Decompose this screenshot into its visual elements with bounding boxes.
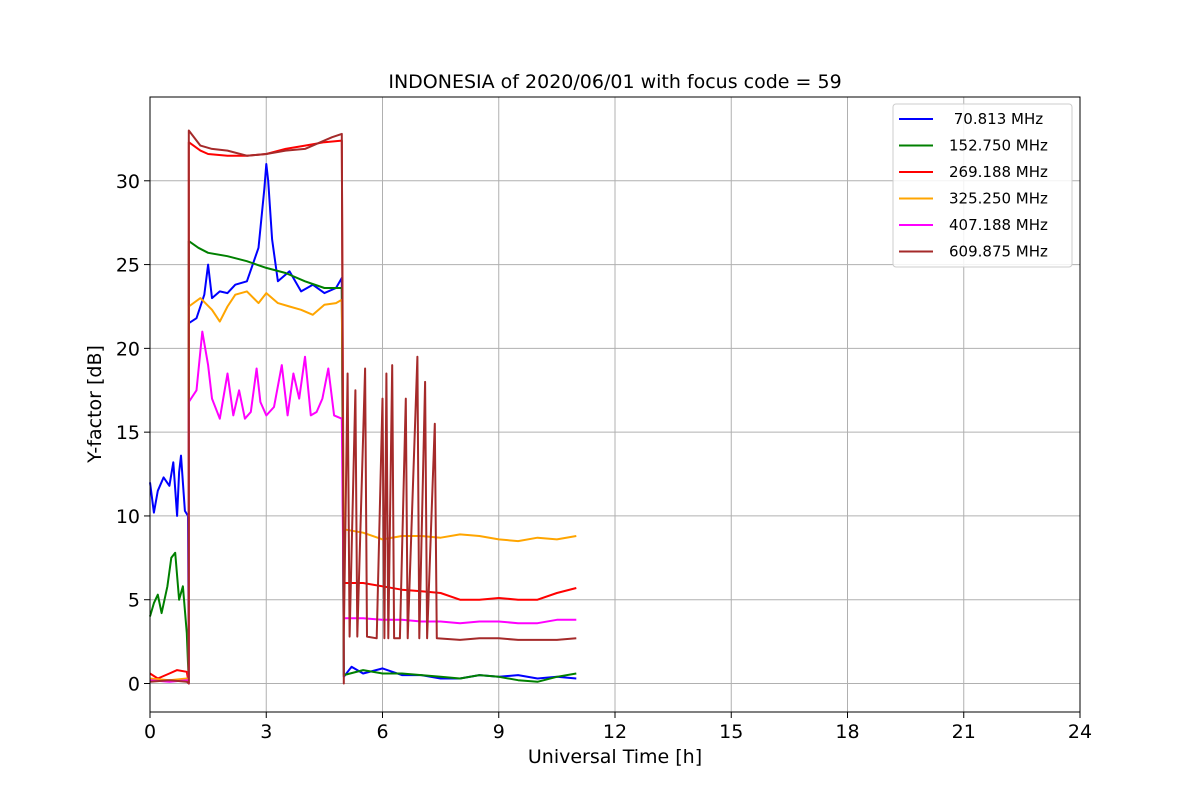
y-tick-label: 30 (116, 171, 140, 193)
y-tick-label: 15 (116, 422, 140, 444)
x-tick-label: 0 (144, 721, 156, 743)
y-axis: 0 5 10 15 20 25 30 (116, 171, 150, 696)
legend-label: 609.875 MHz (949, 243, 1048, 261)
x-axis: 0 3 6 9 12 15 18 21 24 (144, 712, 1092, 743)
y-tick-label: 10 (116, 506, 140, 528)
y-tick-label: 20 (116, 338, 140, 360)
legend: 70.813 MHz 152.750 MHz 269.188 MHz 325.250 … (892, 103, 1073, 268)
y-tick-label: 5 (128, 590, 140, 612)
y-tick-label: 0 (128, 674, 140, 696)
legend-label: 269.188 MHz (949, 163, 1048, 181)
x-tick-label: 12 (603, 721, 627, 743)
legend-label: 152.750 MHz (949, 137, 1048, 155)
series-line-4 (149, 330, 577, 685)
legend-label: 325.250 MHz (949, 190, 1048, 208)
x-tick-label: 18 (835, 721, 859, 743)
y-axis-label: Y-factor [dB] (84, 345, 106, 464)
series-layer (149, 129, 577, 685)
legend-box (892, 103, 1073, 268)
series-line-3 (149, 290, 577, 685)
x-tick-label: 6 (376, 721, 388, 743)
x-axis-label: Universal Time [h] (528, 746, 702, 768)
x-tick-label: 3 (260, 721, 272, 743)
x-tick-label: 24 (1068, 721, 1092, 743)
x-tick-label: 15 (719, 721, 743, 743)
x-tick-label: 9 (493, 721, 505, 743)
y-tick-label: 25 (116, 255, 140, 277)
series-line-1 (149, 240, 577, 685)
legend-label: 407.188 MHz (949, 216, 1048, 234)
chart-title: INDONESIA of 2020/06/01 with focus code … (388, 71, 841, 93)
series-line-5 (149, 129, 577, 685)
legend-label: 70.813 MHz (949, 110, 1043, 128)
x-tick-label: 21 (952, 721, 976, 743)
